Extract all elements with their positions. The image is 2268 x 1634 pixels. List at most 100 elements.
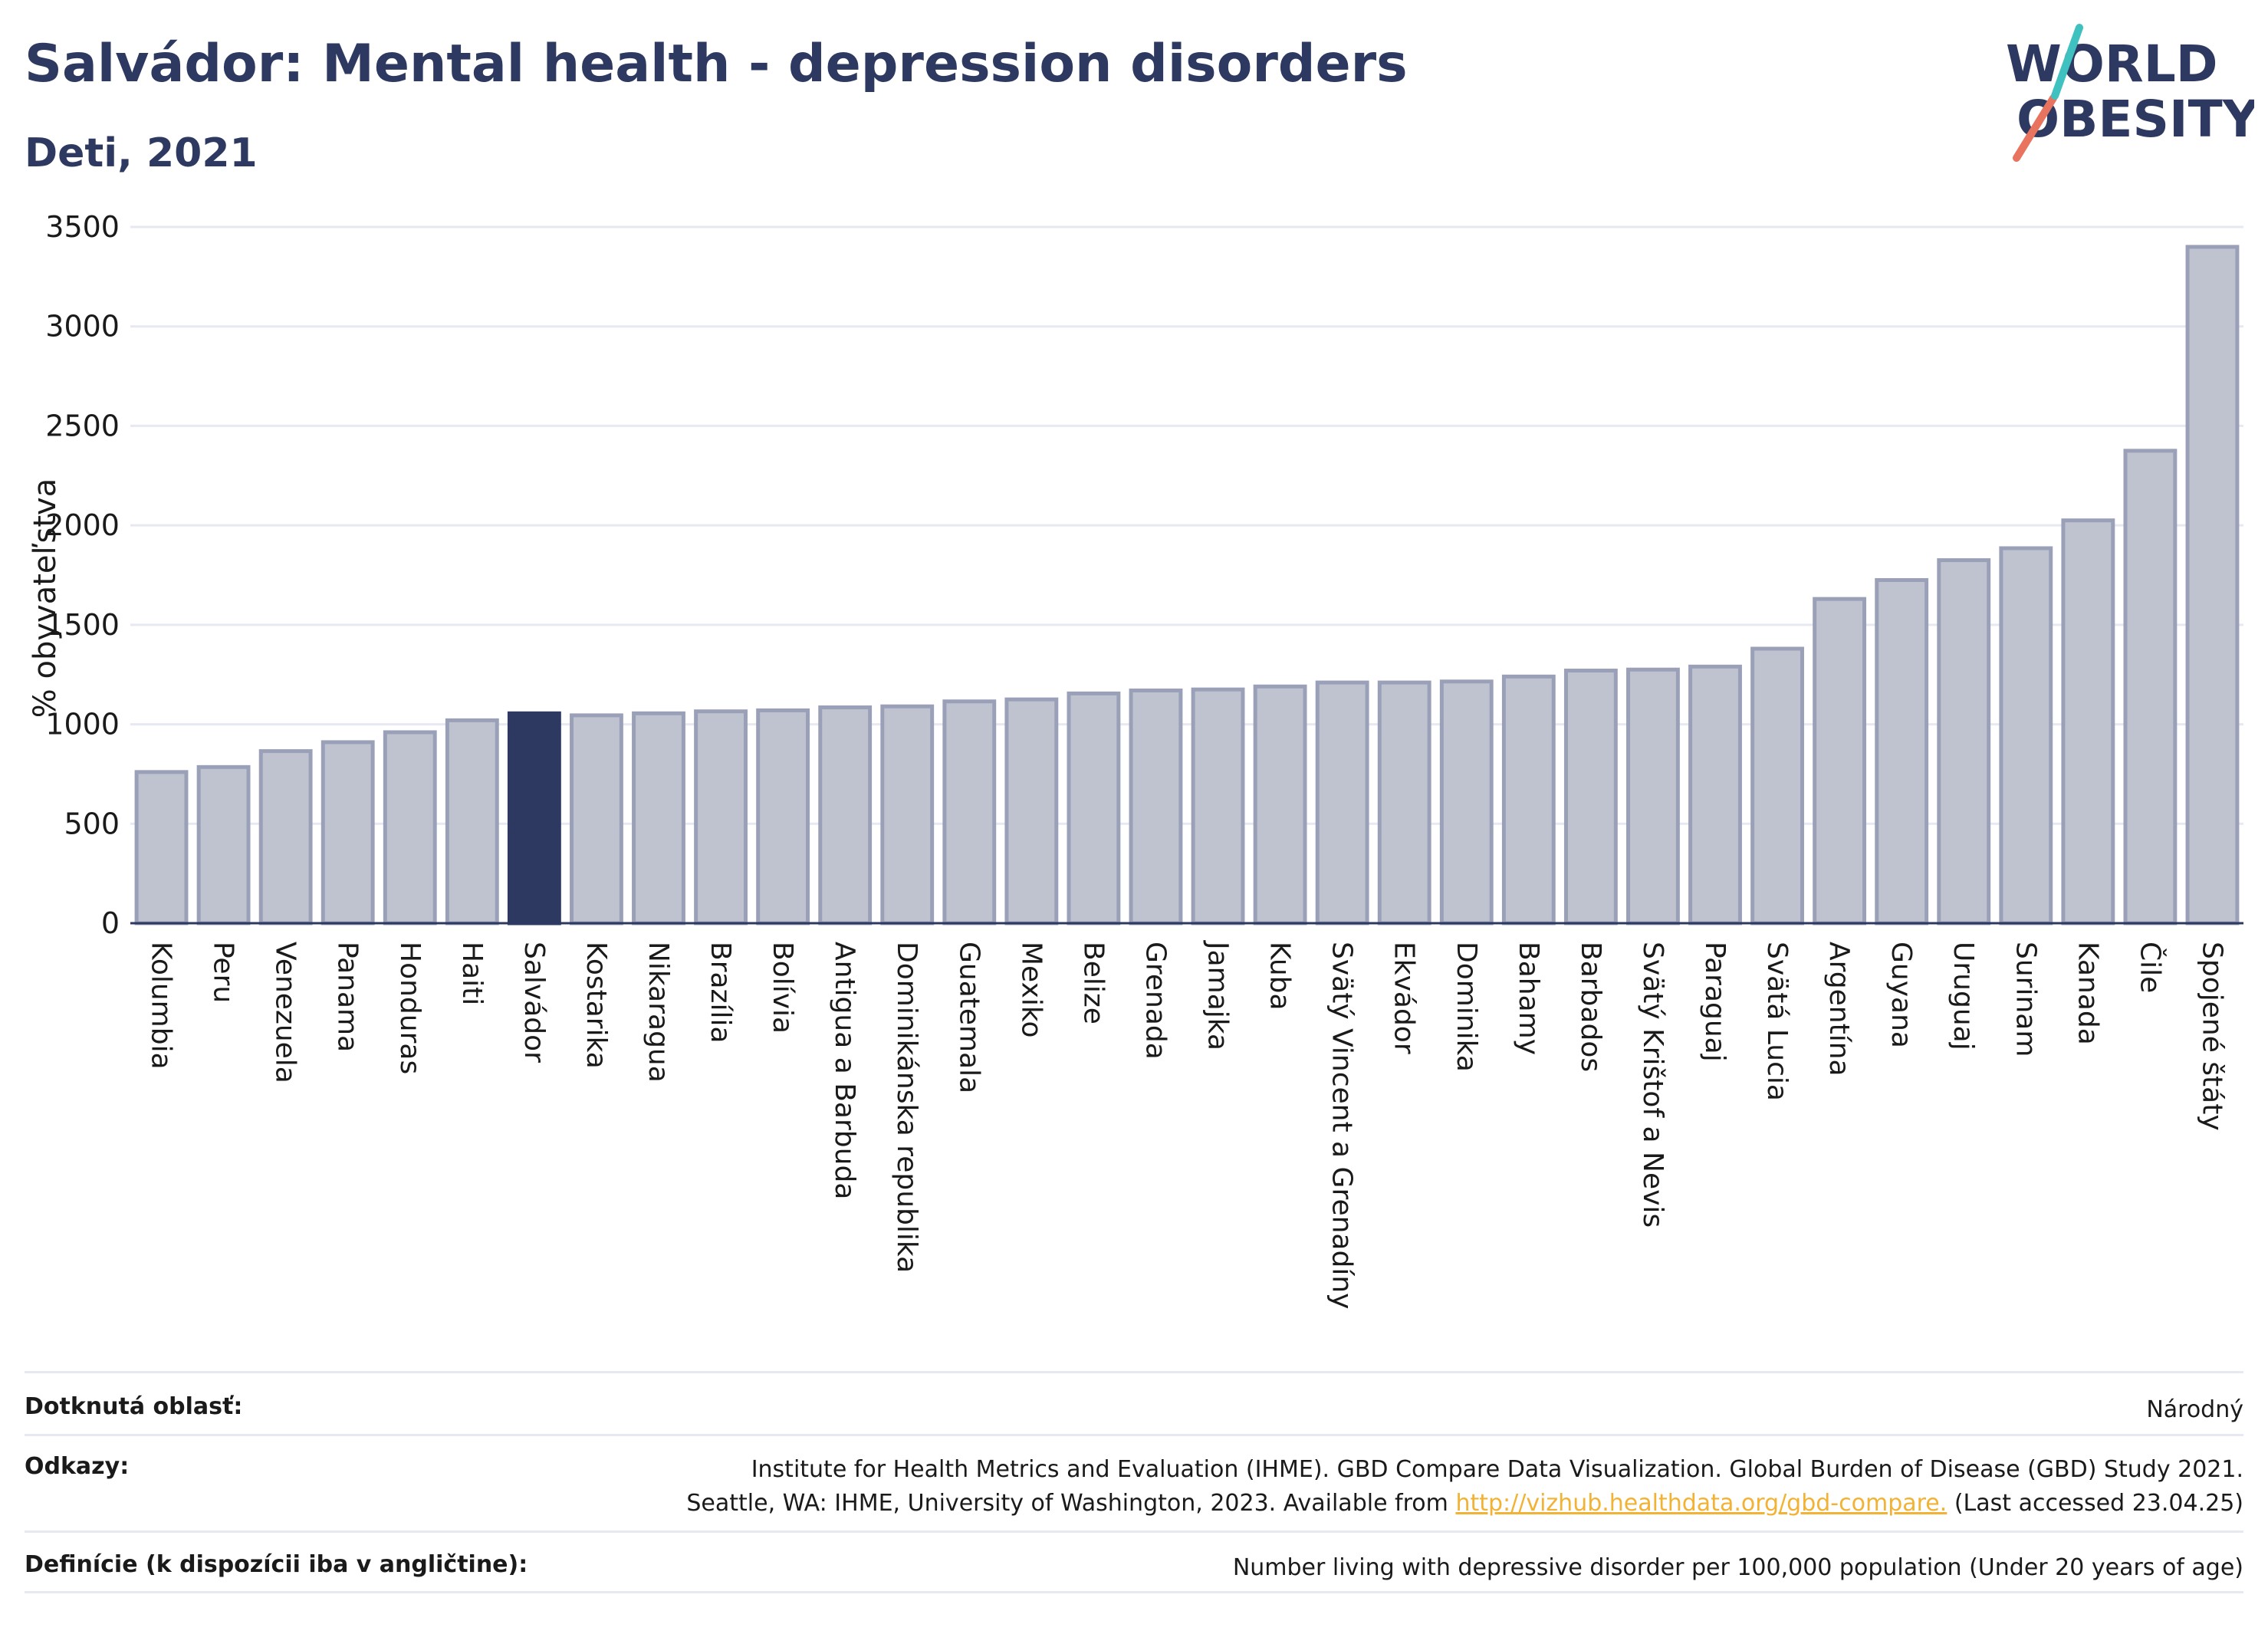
- x-tick-label: Haiti: [456, 942, 488, 1005]
- bar-25: [1688, 664, 1742, 925]
- bar-12: [880, 704, 935, 925]
- x-tick-label: Surinam: [2010, 942, 2041, 1057]
- x-tick-label: Venezuela: [270, 942, 301, 1083]
- x-tick-label: Svätý Vincent a Grenadíny: [1326, 942, 1358, 1309]
- bar-16: [1129, 688, 1183, 925]
- y-tick-label: 500: [64, 807, 120, 840]
- references-label: Odkazy:: [25, 1453, 130, 1480]
- x-tick-label: Bahamy: [1513, 942, 1544, 1055]
- bar-32: [2123, 449, 2178, 925]
- x-tick-label: Ekvádor: [1389, 942, 1420, 1054]
- x-tick-label: Brazília: [705, 942, 736, 1044]
- references-link[interactable]: http://vizhub.healthdata.org/gbd-compare…: [1455, 1490, 1948, 1517]
- y-axis-title: % obyvateľstva: [28, 478, 63, 718]
- bar-20: [1377, 680, 1431, 925]
- bar-13: [942, 699, 997, 925]
- x-tick-label: Svätá Lucia: [1761, 942, 1793, 1101]
- y-axis-ticks: 0 500 1000 1500 2000 2500 3000 3500: [45, 210, 120, 940]
- x-axis-labels: Kolumbia Peru Venezuela Panama Honduras Haiti…: [146, 940, 2228, 1309]
- x-tick-label: Barbados: [1575, 942, 1606, 1072]
- bar-14: [1004, 697, 1059, 925]
- bar-8: [632, 711, 685, 925]
- x-tick-label: Panama: [332, 942, 363, 1052]
- y-tick-label: 2000: [45, 508, 120, 542]
- references-line-2-end: (Last accessed 23.04.25): [1954, 1490, 2243, 1517]
- bar-22: [1501, 674, 1556, 925]
- x-tick-label: Guyana: [1885, 942, 1917, 1048]
- bar-7: [570, 713, 623, 925]
- bar-11: [818, 705, 873, 925]
- x-tick-label: Guatemala: [953, 942, 984, 1093]
- page-subtitle: Deti, 2021: [25, 130, 258, 176]
- logo-text-world: WORLD: [2006, 35, 2218, 94]
- bar-23: [1563, 669, 1618, 925]
- bar-5: [445, 718, 499, 925]
- bar-18: [1253, 684, 1307, 925]
- y-tick-label: 3000: [45, 310, 120, 344]
- bar-chart: 0 500 1000 1500 2000 2500 3000 3500 Kolumbia Per…: [28, 210, 2243, 1309]
- x-tick-label: Čile: [2134, 942, 2166, 993]
- logo-slash-red: [2013, 94, 2057, 162]
- x-tick-label: Argentína: [1823, 942, 1855, 1077]
- x-tick-label: Belize: [1077, 942, 1109, 1024]
- y-tick-label: 2500: [45, 409, 120, 442]
- bar-29: [1937, 558, 1991, 925]
- x-tick-label: Grenada: [1139, 942, 1171, 1060]
- x-tick-label: Jamajka: [1202, 940, 1234, 1050]
- bar-19: [1315, 680, 1369, 925]
- definition-value: Number living with depressive disorder p…: [1232, 1554, 2243, 1581]
- x-tick-label: Peru: [208, 942, 239, 1003]
- bar-26: [1750, 646, 1804, 925]
- bar-4: [383, 730, 437, 925]
- references-line-2: Seattle, WA: IHME, University of Washing…: [686, 1490, 1448, 1517]
- x-tick-label: Kanada: [2072, 942, 2103, 1045]
- x-tick-label: Bolívia: [767, 942, 798, 1034]
- x-tick-label: Paraguaj: [1699, 942, 1731, 1062]
- x-tick-label: Kostarika: [580, 942, 612, 1069]
- bar-21: [1439, 679, 1494, 925]
- x-tick-label: Uruguaj: [1948, 942, 1979, 1050]
- x-tick-label: Mexiko: [1015, 942, 1047, 1037]
- logo-slash-teal: [2051, 24, 2083, 100]
- x-tick-label: Dominika: [1451, 942, 1482, 1072]
- definition-row: Definície (k dispozícii iba v angličtine…: [25, 1530, 2243, 1593]
- y-tick-label: 0: [101, 906, 120, 940]
- references-value: Institute for Health Metrics and Evaluat…: [686, 1453, 2243, 1521]
- bar-27: [1813, 597, 1867, 925]
- x-tick-label: Antigua a Barbuda: [829, 942, 860, 1199]
- bar-6: [507, 711, 561, 925]
- bar-3: [320, 740, 375, 925]
- area-row: Dotknutá oblasť: Národný: [25, 1371, 2243, 1434]
- y-tick-label: 3500: [45, 210, 120, 244]
- x-tick-label: Nikaragua: [643, 942, 674, 1083]
- bar-10: [756, 708, 810, 925]
- bar-15: [1067, 691, 1121, 925]
- bar-9: [694, 709, 748, 925]
- bar-24: [1626, 667, 1680, 925]
- bar-1: [196, 764, 251, 925]
- bar-28: [1875, 577, 1929, 925]
- x-tick-label: Kuba: [1264, 942, 1296, 1011]
- references-line-1: Institute for Health Metrics and Evaluat…: [751, 1456, 2243, 1483]
- bar-2: [258, 749, 313, 925]
- definition-label: Definície (k dispozícii iba v angličtine…: [25, 1551, 528, 1578]
- x-tick-label: Kolumbia: [146, 942, 177, 1070]
- x-tick-label: Spojené štáty: [2196, 942, 2227, 1131]
- area-value: Národný: [2146, 1396, 2243, 1423]
- bar-33: [2185, 245, 2240, 925]
- x-tick-label: Dominikánska republika: [891, 942, 922, 1273]
- x-tick-label: Salvádor: [518, 942, 550, 1063]
- bar-30: [1999, 546, 2053, 925]
- info-table: Dotknutá oblasť: Národný Odkazy: Institu…: [25, 1371, 2243, 1593]
- bars: [134, 245, 2240, 925]
- bar-31: [2061, 518, 2115, 925]
- page-title: Salvádor: Mental health - depression dis…: [25, 34, 1408, 94]
- x-tick-label: Svätý Krištof a Nevis: [1637, 942, 1668, 1228]
- x-tick-label: Honduras: [394, 942, 426, 1074]
- y-tick-label: 1000: [45, 708, 120, 741]
- bar-17: [1191, 687, 1245, 925]
- y-tick-label: 1500: [45, 608, 120, 642]
- area-label: Dotknutá oblasť:: [25, 1393, 243, 1420]
- references-row: Odkazy: Institute for Health Metrics and…: [25, 1434, 2243, 1530]
- world-obesity-logo: WORLD OBESITY: [2006, 24, 2254, 162]
